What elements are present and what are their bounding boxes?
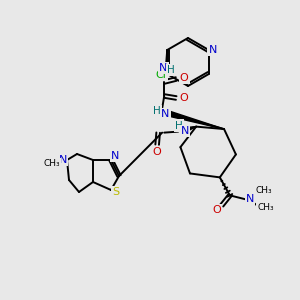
Text: N: N <box>161 109 170 119</box>
Text: N: N <box>59 155 67 165</box>
Text: N: N <box>208 45 217 55</box>
Text: H: H <box>153 106 161 116</box>
Text: CH₃: CH₃ <box>44 160 60 169</box>
Text: O: O <box>180 93 189 103</box>
Text: N: N <box>246 194 254 204</box>
Text: N: N <box>111 151 119 161</box>
Text: N: N <box>181 126 189 136</box>
Text: H: H <box>167 65 175 75</box>
Polygon shape <box>163 109 224 129</box>
Text: Cl: Cl <box>156 70 167 80</box>
Polygon shape <box>182 127 196 133</box>
Text: CH₃: CH₃ <box>257 203 274 212</box>
Text: S: S <box>112 187 120 197</box>
Text: O: O <box>180 73 189 83</box>
Text: H: H <box>175 121 183 130</box>
Text: O: O <box>153 147 161 157</box>
Text: O: O <box>212 206 221 215</box>
Text: N: N <box>159 63 167 73</box>
Text: CH₃: CH₃ <box>256 186 272 195</box>
